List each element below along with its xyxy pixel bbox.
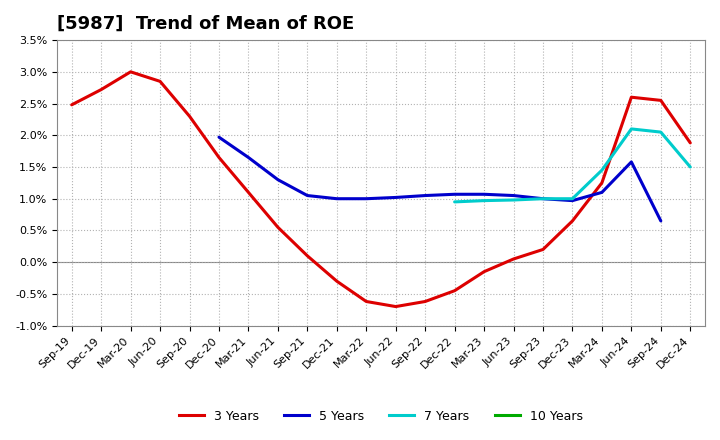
Legend: 3 Years, 5 Years, 7 Years, 10 Years: 3 Years, 5 Years, 7 Years, 10 Years (174, 405, 588, 428)
Text: [5987]  Trend of Mean of ROE: [5987] Trend of Mean of ROE (57, 15, 354, 33)
